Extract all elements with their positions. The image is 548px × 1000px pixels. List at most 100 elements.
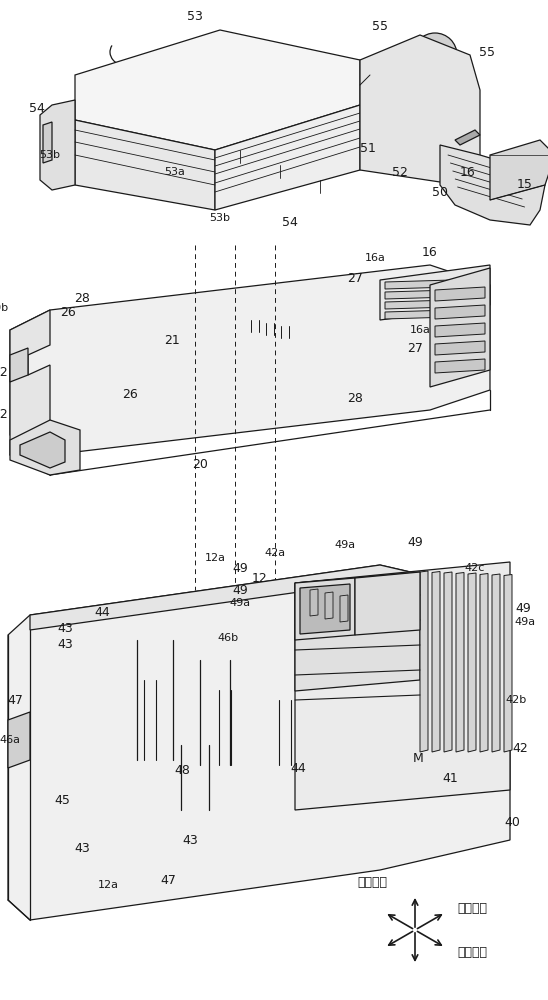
Text: 16: 16 — [422, 245, 438, 258]
Ellipse shape — [304, 768, 316, 772]
Text: 41: 41 — [442, 772, 458, 784]
Ellipse shape — [301, 385, 319, 394]
Polygon shape — [480, 574, 488, 752]
Polygon shape — [435, 305, 485, 319]
Text: 16a: 16a — [364, 253, 385, 263]
Ellipse shape — [138, 634, 173, 646]
Polygon shape — [490, 140, 548, 200]
Ellipse shape — [111, 325, 149, 345]
Polygon shape — [8, 712, 30, 768]
Text: 21: 21 — [164, 334, 180, 347]
Polygon shape — [20, 432, 65, 468]
Text: 43: 43 — [57, 621, 73, 635]
Text: 12a: 12a — [204, 553, 225, 563]
Polygon shape — [385, 309, 485, 319]
Ellipse shape — [279, 698, 291, 702]
Text: 27: 27 — [407, 342, 423, 355]
Text: 55: 55 — [479, 46, 495, 60]
Text: 22: 22 — [0, 365, 8, 378]
Polygon shape — [468, 573, 476, 752]
Text: 54: 54 — [282, 216, 298, 229]
Text: 43: 43 — [74, 842, 90, 854]
Ellipse shape — [200, 760, 230, 770]
Ellipse shape — [181, 805, 209, 815]
Ellipse shape — [12, 739, 26, 749]
Text: 22: 22 — [0, 408, 8, 422]
Polygon shape — [75, 30, 360, 150]
Text: 49a: 49a — [334, 540, 356, 550]
Polygon shape — [455, 130, 480, 145]
Text: 20: 20 — [192, 458, 208, 471]
Text: 20b: 20b — [0, 303, 8, 313]
Text: 47: 47 — [160, 874, 176, 886]
Ellipse shape — [250, 317, 260, 323]
Ellipse shape — [304, 713, 316, 717]
Polygon shape — [435, 287, 485, 301]
Text: 53b: 53b — [39, 150, 60, 160]
Text: 49: 49 — [232, 562, 248, 574]
Ellipse shape — [219, 688, 231, 692]
Ellipse shape — [89, 865, 111, 875]
Circle shape — [58, 131, 66, 139]
Text: 44: 44 — [94, 605, 110, 618]
Text: 27: 27 — [347, 271, 363, 284]
Text: 48: 48 — [174, 764, 190, 776]
Polygon shape — [440, 145, 545, 225]
Circle shape — [413, 33, 457, 77]
Text: 43: 43 — [57, 639, 73, 652]
Polygon shape — [325, 592, 333, 619]
Ellipse shape — [144, 678, 156, 682]
Text: 42c: 42c — [465, 563, 485, 573]
Circle shape — [425, 45, 445, 65]
Text: 50: 50 — [432, 186, 448, 198]
Circle shape — [52, 125, 72, 145]
Polygon shape — [435, 323, 485, 337]
Text: 49: 49 — [407, 536, 423, 548]
Polygon shape — [10, 420, 80, 475]
Polygon shape — [444, 572, 452, 752]
Ellipse shape — [138, 754, 173, 766]
Text: 12a: 12a — [98, 880, 118, 890]
Polygon shape — [8, 565, 510, 920]
Polygon shape — [456, 572, 464, 752]
Text: 49a: 49a — [230, 598, 250, 608]
Text: 53: 53 — [187, 9, 203, 22]
Text: 44: 44 — [290, 762, 306, 774]
Ellipse shape — [200, 655, 230, 665]
Text: 52: 52 — [392, 165, 408, 178]
Circle shape — [210, 185, 230, 205]
Ellipse shape — [281, 335, 289, 341]
Text: 46b: 46b — [218, 633, 238, 643]
Text: 26: 26 — [122, 388, 138, 401]
Polygon shape — [40, 100, 75, 190]
Text: 49: 49 — [515, 601, 531, 614]
Polygon shape — [30, 565, 510, 630]
Text: 26: 26 — [60, 306, 76, 320]
Text: 46a: 46a — [0, 735, 20, 745]
Text: 49: 49 — [232, 584, 248, 596]
Polygon shape — [10, 265, 490, 455]
Polygon shape — [300, 584, 350, 634]
Text: 51: 51 — [360, 141, 376, 154]
Polygon shape — [430, 268, 490, 387]
Text: M: M — [413, 752, 424, 764]
Text: 42: 42 — [512, 742, 528, 754]
Polygon shape — [492, 574, 500, 752]
Text: 55: 55 — [372, 20, 388, 33]
Text: 45: 45 — [54, 794, 70, 806]
Polygon shape — [355, 572, 420, 635]
Polygon shape — [295, 578, 355, 640]
Ellipse shape — [181, 740, 209, 750]
Text: 54: 54 — [29, 102, 45, 114]
Ellipse shape — [222, 371, 258, 389]
Text: 42b: 42b — [505, 695, 527, 705]
Polygon shape — [380, 265, 490, 320]
Polygon shape — [215, 105, 360, 210]
Polygon shape — [385, 299, 485, 309]
Text: 长度方向: 长度方向 — [457, 902, 487, 914]
Text: 宽度方向: 宽度方向 — [457, 946, 487, 958]
Polygon shape — [75, 120, 215, 210]
Ellipse shape — [134, 364, 176, 386]
Polygon shape — [295, 562, 510, 810]
Polygon shape — [420, 571, 428, 752]
